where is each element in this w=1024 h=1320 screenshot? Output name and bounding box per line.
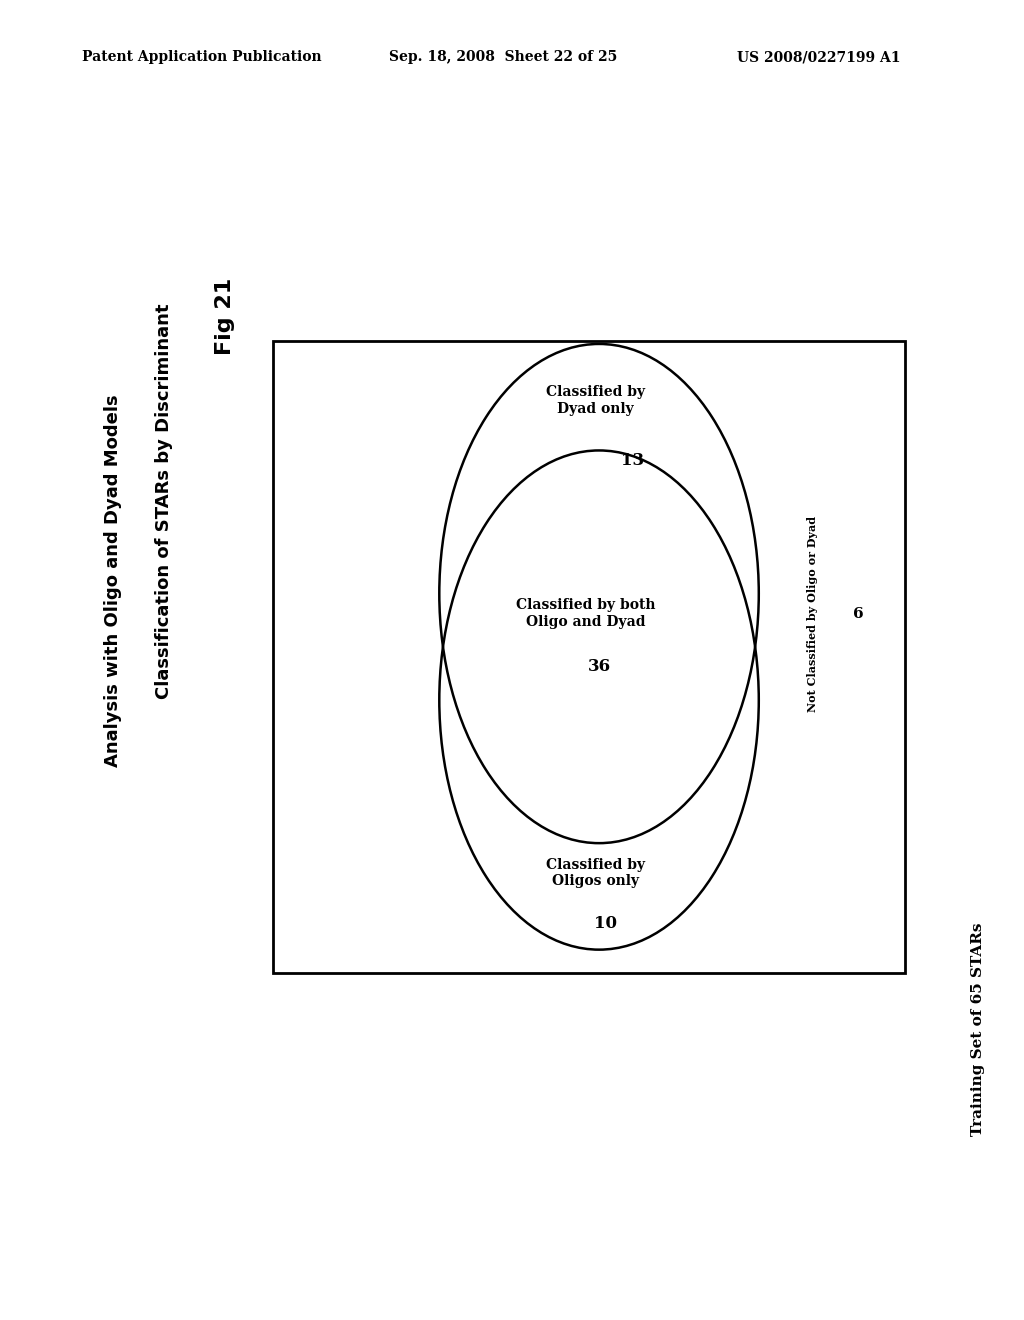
Text: Not Classified by Oligo or Dyad: Not Classified by Oligo or Dyad	[807, 515, 817, 711]
Text: Sep. 18, 2008  Sheet 22 of 25: Sep. 18, 2008 Sheet 22 of 25	[389, 50, 617, 65]
Text: Classification of STARs by Discriminant: Classification of STARs by Discriminant	[155, 304, 173, 700]
Text: US 2008/0227199 A1: US 2008/0227199 A1	[737, 50, 901, 65]
Text: Classified by
Oligos only: Classified by Oligos only	[546, 858, 645, 888]
Text: Patent Application Publication: Patent Application Publication	[82, 50, 322, 65]
Text: 36: 36	[588, 659, 610, 676]
Text: 6: 6	[853, 606, 864, 620]
Text: 10: 10	[594, 915, 617, 932]
Text: Training Set of 65 STARs: Training Set of 65 STARs	[971, 923, 985, 1137]
Text: Fig 21: Fig 21	[215, 279, 236, 355]
Text: Analysis with Oligo and Dyad Models: Analysis with Oligo and Dyad Models	[103, 395, 122, 767]
Text: 13: 13	[621, 451, 644, 469]
Text: Classified by
Dyad only: Classified by Dyad only	[546, 385, 645, 416]
FancyBboxPatch shape	[272, 341, 905, 973]
Text: Classified by both
Oligo and Dyad: Classified by both Oligo and Dyad	[516, 598, 655, 628]
